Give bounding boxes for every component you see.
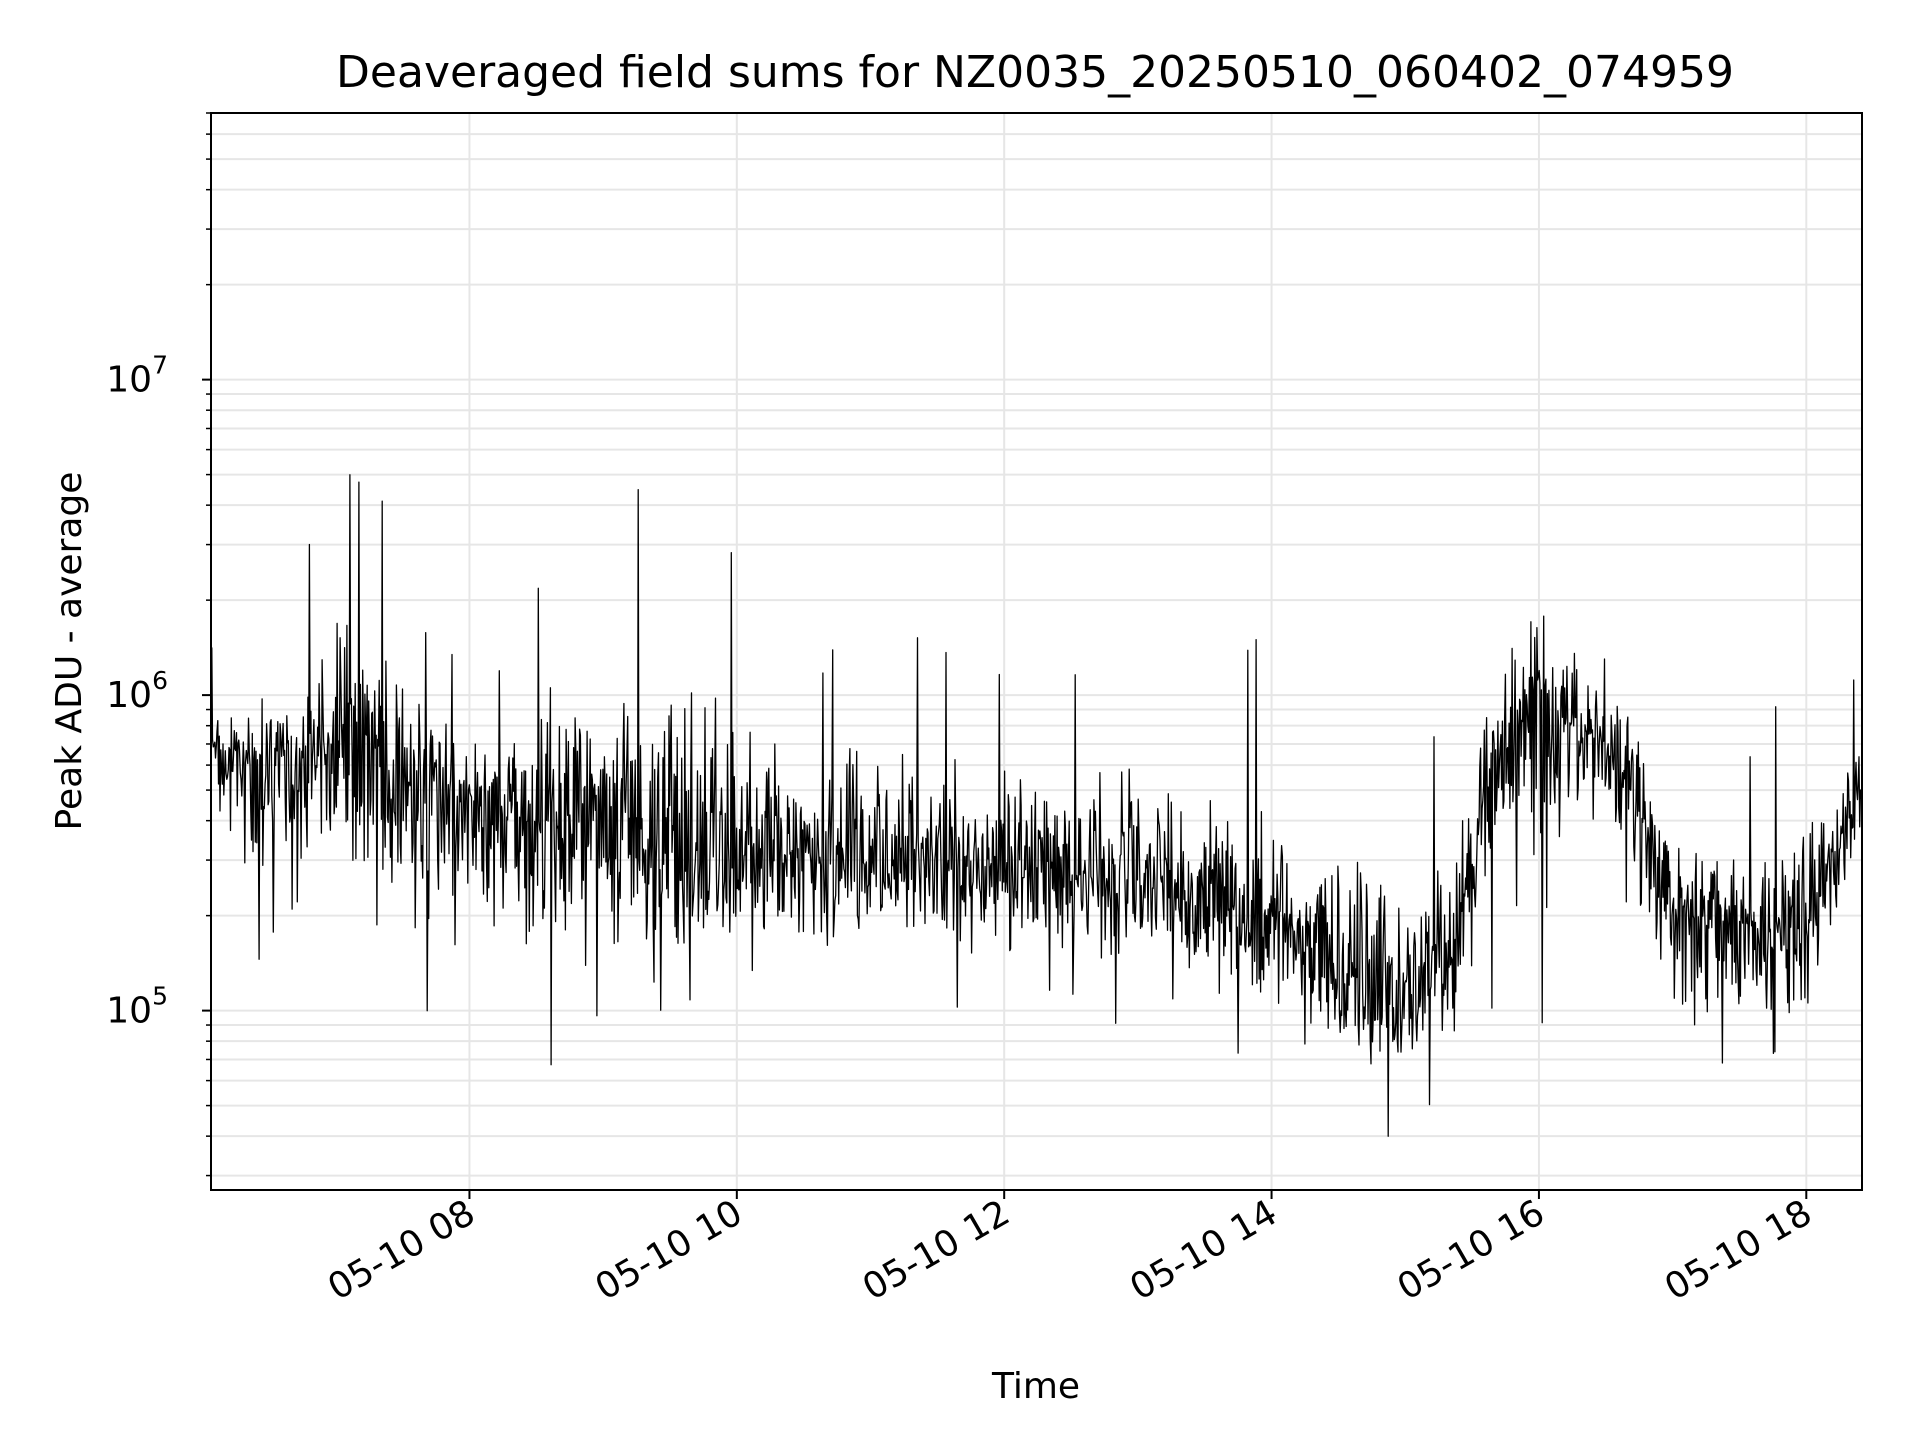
y-tick-label: 106 [106,666,168,716]
x-axis-label: Time [991,1366,1080,1407]
series-line [210,474,1863,1137]
y-axis: 105 106 107 [106,112,211,1177]
plot-frame [210,112,1863,1191]
chart-title: Deaveraged field sums for NZ0035_2025051… [336,47,1734,98]
data-series [210,474,1863,1137]
y-tick-label: 105 [106,982,168,1032]
y-axis-label: Peak ADU - average [49,472,90,831]
y-tick-label: 107 [106,351,168,401]
grid [211,112,1862,1190]
